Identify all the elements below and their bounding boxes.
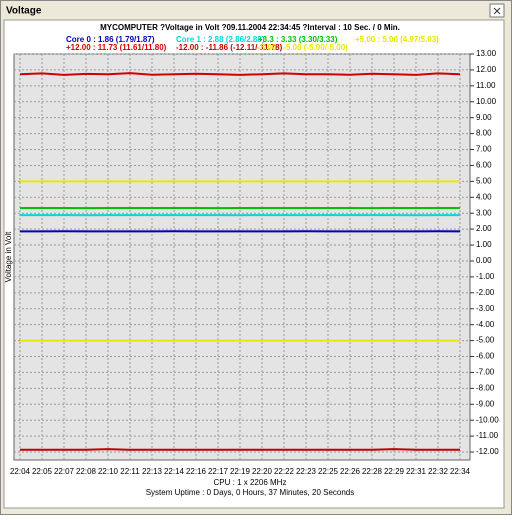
y-tick-label: -8.00	[476, 383, 495, 392]
x-tick-label: 22:04	[10, 467, 31, 476]
x-tick-label: 22:34	[450, 467, 471, 476]
y-tick-label: 9.00	[476, 113, 492, 122]
y-tick-label: -6.00	[476, 352, 495, 361]
y-tick-label: -7.00	[476, 368, 495, 377]
footer-uptime: System Uptime : 0 Days, 0 Hours, 37 Minu…	[146, 488, 355, 497]
y-tick-label: -1.00	[476, 272, 495, 281]
x-tick-label: 22:17	[208, 467, 229, 476]
x-tick-label: 22:08	[76, 467, 97, 476]
y-tick-label: 5.00	[476, 176, 492, 185]
x-tick-label: 22:22	[274, 467, 295, 476]
series-line	[20, 449, 460, 450]
chart-title: MYCOMPUTER ?Voltage in Volt ?09.11.2004 …	[100, 23, 400, 32]
y-tick-label: -12.00	[476, 447, 499, 456]
y-tick-label: 11.00	[476, 81, 496, 90]
y-tick-label: 0.00	[476, 256, 492, 265]
y-tick-label: 10.00	[476, 97, 497, 106]
y-tick-label: 2.00	[476, 224, 492, 233]
legend-entry: -5.00 : -5.00 (-5.00/-5.00)	[258, 43, 348, 52]
y-tick-label: -9.00	[476, 399, 495, 408]
y-tick-label: 12.00	[476, 65, 497, 74]
x-tick-label: 22:16	[186, 467, 207, 476]
x-tick-label: 22:31	[406, 467, 427, 476]
plot-area	[14, 54, 470, 460]
footer-cpu: CPU : 1 x 2206 MHz	[214, 478, 287, 487]
y-tick-label: -10.00	[476, 415, 499, 424]
x-tick-label: 22:29	[384, 467, 405, 476]
y-tick-label: 6.00	[476, 161, 492, 170]
y-tick-label: 8.00	[476, 129, 492, 138]
y-tick-label: 7.00	[476, 145, 492, 154]
y-axis-label: Voltage in Volt	[4, 231, 13, 282]
x-tick-label: 22:25	[318, 467, 339, 476]
x-tick-label: 22:14	[164, 467, 185, 476]
y-tick-label: -11.00	[476, 431, 499, 440]
x-tick-label: 22:13	[142, 467, 163, 476]
x-tick-label: 22:05	[32, 467, 53, 476]
y-tick-label: 13.00	[476, 49, 497, 58]
y-tick-label: 4.00	[476, 192, 492, 201]
x-tick-label: 22:07	[54, 467, 75, 476]
legend-entry: +12.00 : 11.73 (11.61/11.80)	[66, 43, 167, 52]
y-tick-label: -4.00	[476, 320, 495, 329]
x-tick-label: 22:32	[428, 467, 449, 476]
x-tick-label: 22:20	[252, 467, 273, 476]
x-tick-label: 22:19	[230, 467, 251, 476]
x-tick-label: 22:28	[362, 467, 383, 476]
y-tick-label: 1.00	[476, 240, 492, 249]
y-tick-label: -5.00	[476, 336, 495, 345]
x-tick-label: 22:11	[120, 467, 140, 476]
x-tick-label: 22:10	[98, 467, 119, 476]
window-title: Voltage	[6, 6, 42, 17]
legend-entry: +5.00 : 5.00 (4.97/5.03)	[355, 35, 439, 44]
y-tick-label: -3.00	[476, 304, 495, 313]
x-tick-label: 22:26	[340, 467, 361, 476]
y-tick-label: 3.00	[476, 208, 492, 217]
x-tick-label: 22:23	[296, 467, 317, 476]
y-tick-label: -2.00	[476, 288, 495, 297]
